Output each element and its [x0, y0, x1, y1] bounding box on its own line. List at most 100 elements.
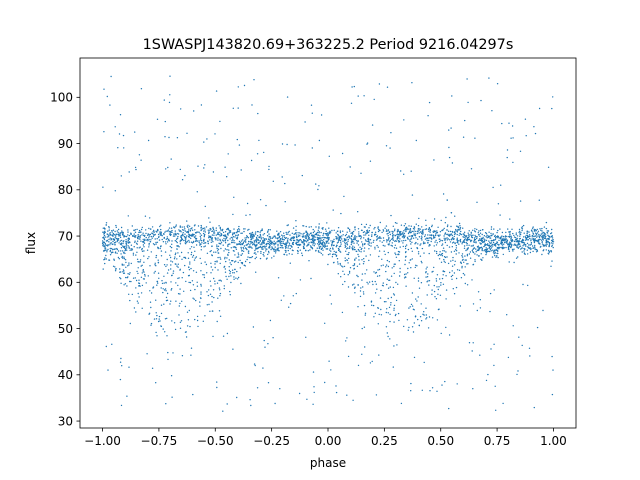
data-point: [143, 255, 145, 257]
data-point: [485, 249, 488, 251]
data-point: [139, 261, 141, 263]
data-point: [111, 234, 114, 237]
data-point: [328, 227, 330, 229]
data-point: [204, 233, 206, 236]
data-point: [471, 235, 473, 237]
data-point: [371, 234, 373, 236]
data-point: [188, 266, 190, 269]
data-point: [135, 287, 137, 289]
data-point: [109, 232, 111, 234]
data-point: [255, 240, 257, 242]
data-point: [177, 293, 180, 295]
data-point: [157, 247, 159, 249]
data-point: [256, 387, 259, 389]
data-point: [466, 253, 469, 256]
data-point: [530, 240, 532, 242]
data-point: [163, 236, 165, 239]
data-point: [156, 335, 158, 337]
data-point: [433, 230, 435, 232]
data-point: [109, 104, 111, 106]
data-point: [474, 253, 476, 255]
data-point: [172, 352, 174, 354]
data-point: [309, 245, 312, 247]
data-point: [305, 237, 308, 239]
data-point: [497, 203, 500, 205]
data-point: [179, 168, 181, 171]
data-point: [155, 254, 158, 257]
data-point: [257, 231, 259, 233]
data-point: [163, 233, 165, 236]
data-point: [322, 234, 324, 237]
data-point: [127, 239, 129, 242]
data-point: [441, 255, 444, 257]
data-point: [340, 276, 342, 278]
data-point: [440, 282, 442, 284]
x-tick-label: 0.00: [315, 434, 342, 448]
data-point: [193, 246, 195, 248]
data-point: [537, 232, 539, 234]
data-point: [429, 244, 431, 246]
data-point: [434, 234, 437, 237]
data-point: [403, 239, 405, 242]
data-point: [119, 271, 121, 273]
data-point: [219, 243, 221, 245]
data-point: [340, 241, 342, 243]
data-point: [466, 237, 469, 239]
data-point: [115, 224, 117, 227]
data-point: [457, 226, 459, 229]
data-point: [178, 305, 180, 307]
data-point: [358, 259, 360, 261]
data-point: [445, 237, 447, 240]
data-point: [306, 245, 308, 247]
data-point: [523, 250, 525, 252]
data-point: [405, 285, 407, 287]
data-point: [322, 244, 324, 246]
data-point: [379, 229, 381, 232]
data-point: [108, 227, 110, 229]
data-point: [168, 238, 170, 240]
data-point: [436, 390, 438, 392]
data-point: [551, 260, 553, 262]
data-point: [445, 275, 447, 277]
data-point: [526, 230, 529, 232]
data-point: [200, 293, 202, 295]
data-point: [161, 238, 163, 241]
data-point: [130, 262, 132, 265]
data-point: [192, 284, 195, 286]
data-point: [223, 237, 225, 240]
data-point: [202, 232, 205, 235]
data-point: [408, 231, 410, 234]
data-point: [137, 234, 139, 236]
data-point: [105, 258, 108, 260]
data-point: [385, 230, 388, 232]
data-point: [442, 270, 444, 273]
data-point: [279, 246, 281, 249]
data-point: [207, 242, 209, 245]
data-point: [138, 231, 140, 234]
data-point: [529, 251, 532, 254]
data-point: [440, 219, 442, 222]
data-point: [209, 250, 211, 253]
data-point: [410, 235, 412, 237]
data-point: [254, 249, 256, 252]
data-point: [269, 229, 271, 231]
data-point: [241, 243, 243, 245]
data-point: [121, 263, 123, 265]
data-point: [387, 297, 389, 300]
data-point: [388, 231, 391, 234]
data-point: [316, 231, 319, 234]
data-point: [175, 300, 177, 302]
data-point: [228, 266, 230, 268]
data-point: [414, 235, 417, 237]
data-point: [528, 244, 530, 246]
data-point: [127, 241, 129, 243]
data-point: [179, 293, 181, 295]
data-point: [241, 262, 244, 264]
data-point: [289, 247, 291, 250]
data-point: [189, 248, 191, 250]
data-point: [342, 230, 344, 232]
data-point: [204, 245, 206, 247]
data-point: [176, 237, 179, 239]
data-point: [246, 202, 249, 205]
data-point: [214, 283, 216, 285]
